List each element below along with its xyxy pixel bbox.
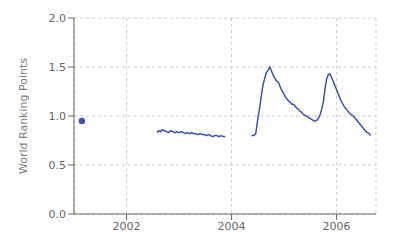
- svg-text:World Ranking Points: World Ranking Points: [17, 58, 30, 174]
- svg-text:2006: 2006: [323, 220, 351, 233]
- svg-text:2004: 2004: [218, 220, 246, 233]
- svg-text:0.5: 0.5: [49, 159, 67, 172]
- svg-text:1.5: 1.5: [49, 61, 67, 74]
- svg-text:2.0: 2.0: [49, 12, 67, 25]
- svg-text:1.0: 1.0: [49, 110, 67, 123]
- svg-text:2002: 2002: [113, 220, 141, 233]
- svg-text:0.0: 0.0: [49, 208, 67, 221]
